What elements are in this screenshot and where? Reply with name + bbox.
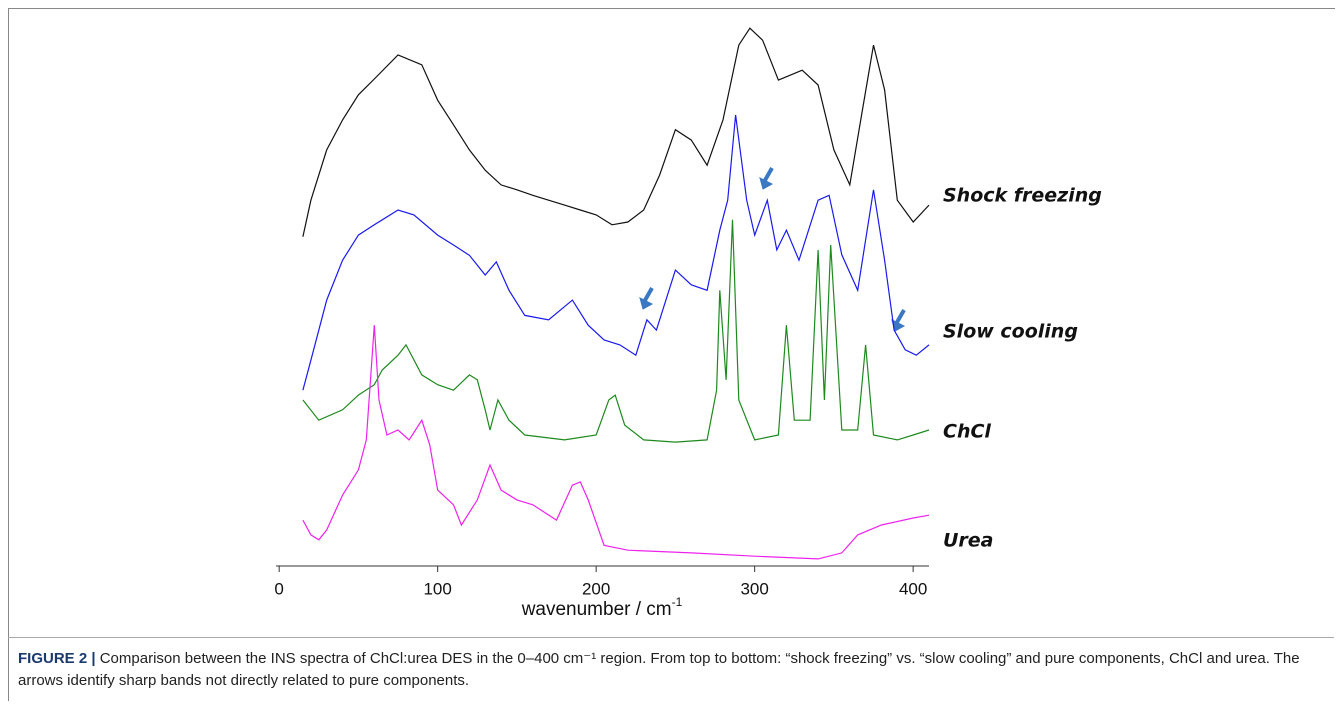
- series-label: Slow cooling: [943, 321, 1078, 343]
- x-axis-label: wavenumber / cm-1: [521, 595, 683, 620]
- caption-label: FIGURE 2 |: [18, 650, 96, 667]
- x-tick-label: 300: [740, 579, 768, 598]
- arrows: [639, 167, 906, 332]
- arrow: [762, 167, 774, 183]
- arrow: [894, 309, 906, 325]
- spectrum-line: [302, 219, 930, 443]
- x-tick-label: 400: [899, 579, 927, 598]
- chart: wavenumber / cm-1 0 100 200 300 400 Shock fre…: [274, 27, 1102, 620]
- caption: FIGURE 2 | Comparison between the INS sp…: [18, 648, 1318, 692]
- series-label: Urea: [943, 530, 994, 552]
- x-label: wavenumber / cm: [521, 599, 672, 620]
- arrow: [642, 287, 654, 303]
- series-label: Shock freezing: [943, 185, 1102, 207]
- caption-text: Comparison between the INS spectra of Ch…: [18, 650, 1300, 689]
- series-label: ChCl: [943, 421, 991, 443]
- spectrum-line: [302, 114, 930, 391]
- spectrum-line: [302, 325, 930, 560]
- spectrum-line: [302, 27, 930, 237]
- arrow-head: [639, 297, 654, 310]
- arrow-head: [759, 177, 774, 190]
- caption-rule: [8, 637, 1334, 638]
- x-tick-label: 100: [423, 579, 451, 598]
- x-label-sup: -1: [672, 595, 683, 609]
- figure-frame: [8, 8, 1335, 701]
- x-tick-label: 0: [274, 579, 283, 598]
- x-tick-label: 200: [582, 579, 610, 598]
